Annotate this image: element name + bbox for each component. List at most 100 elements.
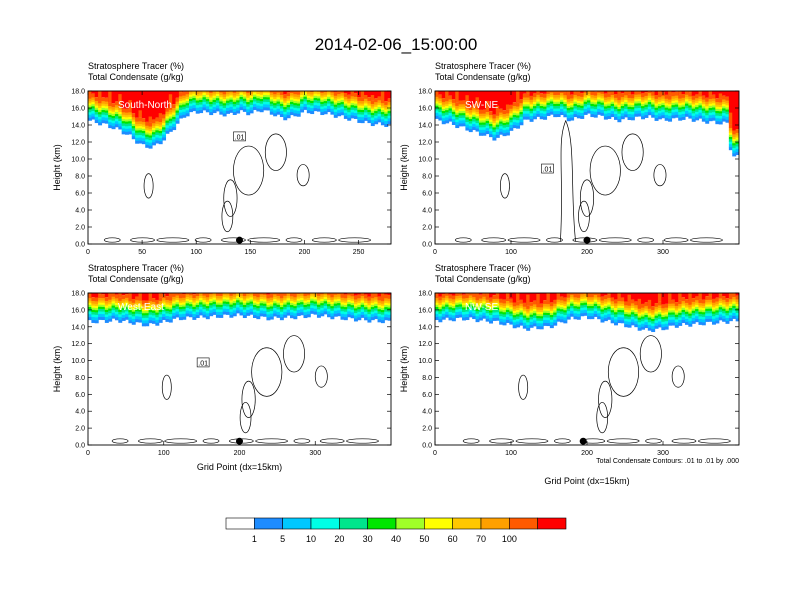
colorbar-label: 100: [502, 534, 517, 544]
cloud-contour: [241, 380, 256, 418]
y-tick-label: 16.0: [418, 307, 432, 314]
low-cloud-contour: [111, 438, 129, 444]
panel-header-condensate: Total Condensate (g/kg): [88, 72, 184, 82]
y-tick-label: 12.0: [418, 140, 432, 147]
cloud-contour: [233, 145, 265, 196]
cloud-contour: [161, 374, 172, 400]
y-tick-label: 4.0: [75, 208, 85, 215]
colorbar-label: 1: [252, 534, 257, 544]
x-tick-label: 0: [86, 249, 90, 256]
y-tick-label: 10.0: [71, 358, 85, 365]
y-tick-label: 6.0: [75, 392, 85, 399]
y-tick-label: 14.0: [418, 324, 432, 331]
low-cloud-contour: [645, 438, 662, 444]
cloud-contour: [264, 133, 287, 171]
low-cloud-contour: [554, 438, 571, 444]
colorbar-label: 40: [391, 534, 401, 544]
y-tick-label: 8.0: [75, 174, 85, 181]
cloud-contour: [251, 347, 283, 397]
contour-note: Total Condensate Contours: .01 to .01 by…: [596, 458, 739, 465]
x-tick-label: 100: [158, 450, 170, 457]
panel-1: .01 South-North Stratosphere Tracer (%)Tot…: [52, 61, 392, 256]
cloud-contour: [621, 133, 644, 171]
x-tick-label: 200: [581, 249, 593, 256]
x-tick-label: 50: [138, 249, 146, 256]
tracer-shading: [88, 91, 391, 149]
low-cloud-contour: [247, 237, 281, 243]
colorbar-label: 20: [334, 534, 344, 544]
low-cloud-contour: [138, 438, 163, 444]
x-tick-label: 250: [353, 249, 365, 256]
panel-3: .01 West-East Stratosphere Tracer (%)Total…: [52, 263, 392, 472]
x-tick-label: 200: [581, 450, 593, 457]
y-tick-label: 16.0: [71, 307, 85, 314]
low-cloud-contour: [663, 237, 689, 243]
cloud-contour: [589, 145, 621, 196]
contour-label-box: [541, 163, 554, 174]
low-cloud-contour: [285, 237, 303, 243]
cloud-contour: [560, 119, 576, 242]
low-cloud-contour: [202, 438, 220, 444]
panel-2: .01 SW-NE Stratosphere Tracer (%)Total Con…: [399, 61, 740, 256]
y-tick-label: 8.0: [75, 375, 85, 382]
x-axis-label: Grid Point (dx=15km): [197, 462, 282, 472]
x-axis-label: Grid Point (dx=15km): [544, 476, 629, 486]
panel-header-tracer: Stratosphere Tracer (%): [88, 61, 184, 71]
panel-header-tracer: Stratosphere Tracer (%): [88, 263, 184, 273]
colorbar-swatch: [452, 517, 482, 530]
y-tick-label: 8.0: [422, 375, 432, 382]
colorbar-swatch: [310, 517, 340, 530]
cloud-contour: [314, 365, 328, 388]
y-tick-label: 18.0: [71, 89, 85, 96]
cloud-contour: [143, 173, 154, 199]
low-cloud-contour: [462, 438, 480, 444]
y-axis-label: Height (km): [52, 346, 62, 393]
low-cloud-contour: [489, 438, 514, 444]
low-cloud-contour: [698, 438, 731, 444]
y-tick-label: 14.0: [71, 324, 85, 331]
colorbar-swatch: [282, 517, 312, 530]
colorbar-swatch: [537, 517, 567, 530]
low-cloud-contour: [606, 438, 640, 444]
y-tick-label: 12.0: [418, 341, 432, 348]
panel-title: South-North: [118, 100, 172, 111]
panel-header-tracer: Stratosphere Tracer (%): [435, 61, 531, 71]
cloud-contour: [221, 200, 234, 233]
y-tick-label: 2.0: [422, 426, 432, 433]
y-axis-label: Height (km): [399, 346, 409, 393]
condensate-contours: [103, 133, 371, 243]
colorbar-swatch: [339, 517, 368, 530]
cloud-contour: [500, 173, 510, 199]
low-cloud-contour: [311, 237, 337, 243]
contour-label: .01: [543, 167, 553, 174]
y-tick-label: 16.0: [71, 106, 85, 113]
low-cloud-contour: [293, 438, 311, 444]
y-axis-label: Height (km): [399, 144, 409, 191]
y-tick-label: 18.0: [71, 291, 85, 298]
low-cloud-contour: [156, 237, 190, 243]
y-tick-label: 2.0: [75, 225, 85, 232]
plot-frame: [87, 90, 392, 245]
cloud-contour: [671, 365, 685, 388]
cloud-contour: [598, 380, 613, 418]
y-tick-label: 10.0: [418, 157, 432, 164]
low-cloud-contour: [319, 438, 345, 444]
colorbar-label: 10: [306, 534, 316, 544]
tracer-shading: [435, 91, 739, 157]
x-tick-label: 150: [244, 249, 256, 256]
figure-title: 2014-02-06_15:00:00: [315, 35, 478, 54]
y-tick-label: 8.0: [422, 174, 432, 181]
low-cloud-contour: [637, 237, 655, 243]
tracer-shading: [88, 293, 391, 327]
x-tick-label: 200: [299, 249, 311, 256]
y-tick-label: 18.0: [418, 291, 432, 298]
y-tick-label: 6.0: [422, 392, 432, 399]
y-tick-label: 12.0: [71, 341, 85, 348]
colorbar-swatch: [254, 517, 283, 530]
cloud-contour: [223, 179, 238, 217]
condensate-contours: [454, 119, 723, 243]
x-tick-label: 0: [433, 249, 437, 256]
